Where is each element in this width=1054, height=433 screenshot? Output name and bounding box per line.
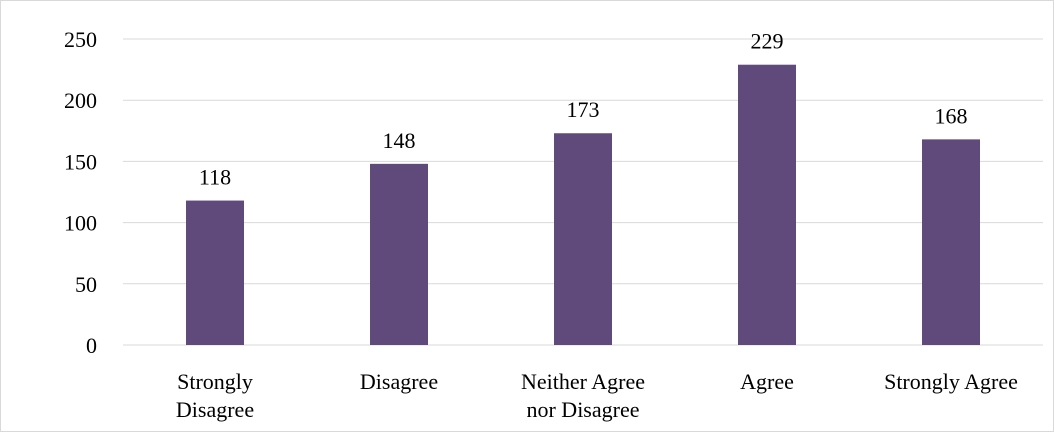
y-tick-label: 100 xyxy=(64,211,97,236)
data-label: 229 xyxy=(751,29,784,54)
data-label: 118 xyxy=(199,165,231,190)
bar xyxy=(186,200,244,345)
x-tick-label: Disagree xyxy=(176,397,254,422)
x-tick-label: Agree xyxy=(740,369,794,394)
x-tick-label: Strongly xyxy=(177,369,253,394)
data-label: 173 xyxy=(567,97,600,122)
bar xyxy=(554,133,612,345)
bar xyxy=(370,163,428,345)
data-label: 168 xyxy=(935,103,968,128)
bars xyxy=(186,64,980,346)
x-tick-label: nor Disagree xyxy=(526,397,639,422)
data-label: 148 xyxy=(383,128,416,153)
x-tick-label: Neither Agree xyxy=(521,369,645,394)
y-tick-label: 0 xyxy=(86,333,97,358)
y-tick-label: 150 xyxy=(64,149,97,174)
y-axis-tick-labels: 0 50 100 150 200 250 xyxy=(64,27,97,358)
bar xyxy=(738,64,796,346)
data-labels: 118 148 173 229 168 xyxy=(199,29,968,190)
x-axis-tick-labels: Strongly Disagree Disagree Neither Agree nor… xyxy=(176,369,1018,422)
x-tick-label: Disagree xyxy=(360,369,438,394)
bar xyxy=(922,139,980,345)
x-tick-label: Strongly Agree xyxy=(884,369,1018,394)
y-tick-label: 50 xyxy=(75,272,97,297)
y-tick-label: 200 xyxy=(64,88,97,113)
y-tick-label: 250 xyxy=(64,27,97,52)
